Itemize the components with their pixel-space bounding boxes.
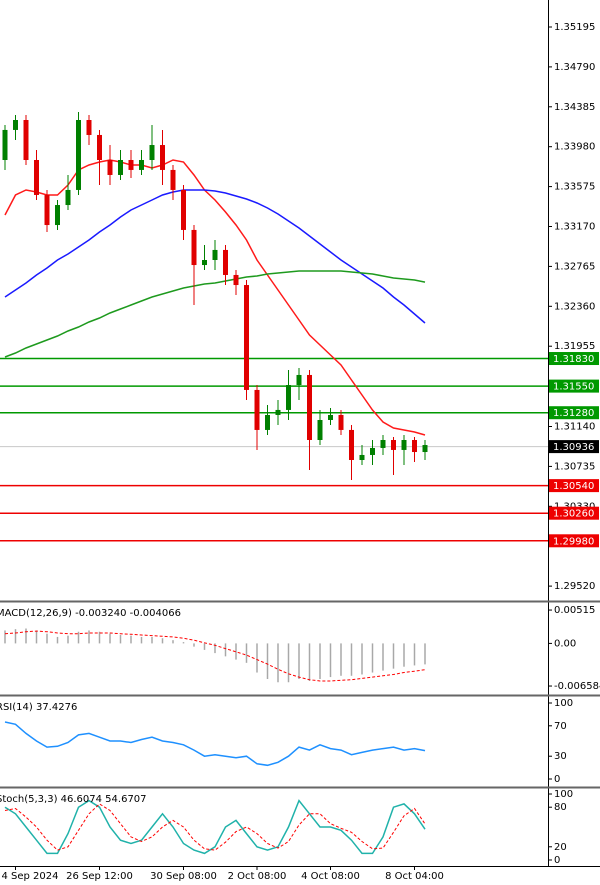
indicator-line xyxy=(4,189,426,324)
level-label-box xyxy=(549,479,599,493)
x-tick-label: 8 Oct 04:00 xyxy=(385,871,444,881)
candle-body xyxy=(65,189,71,206)
level-label-box xyxy=(549,406,599,420)
y-tick-label: 1.32360 xyxy=(554,301,595,312)
candle-body xyxy=(191,229,197,266)
candle-body xyxy=(76,120,81,190)
candle-body xyxy=(170,169,176,190)
candle-body xyxy=(86,120,92,135)
candle-body xyxy=(181,189,186,230)
x-tick-label: 26 Sep 12:00 xyxy=(66,871,133,881)
candle-body xyxy=(34,160,39,195)
candle-body xyxy=(307,374,312,440)
y-tick-label: -0.006584 xyxy=(554,681,600,692)
indicator-line xyxy=(4,799,426,855)
candle-body xyxy=(412,440,417,453)
candle-body xyxy=(265,414,270,430)
indicator-label: MACD(12,26,9) -0.003240 -0.004066 xyxy=(0,608,181,619)
level-label-box xyxy=(549,352,599,366)
x-tick-label: 4 Sep 2024 xyxy=(1,871,58,881)
y-tick-label: 1.34385 xyxy=(554,102,595,113)
candle-body xyxy=(359,454,365,460)
candle-body xyxy=(338,414,344,430)
y-tick-label: 20 xyxy=(554,842,567,853)
indicator-label: RSI(14) 37.4276 xyxy=(0,702,77,713)
candle-body xyxy=(13,120,18,130)
indicator-line xyxy=(4,803,426,851)
y-tick-label: 100 xyxy=(554,789,573,800)
indicator-line xyxy=(4,721,426,767)
level-label: 1.30260 xyxy=(553,509,594,520)
candle-body xyxy=(223,249,228,275)
candle-body xyxy=(160,145,165,170)
level-label: 1.30540 xyxy=(553,481,594,492)
candle-body xyxy=(23,120,29,160)
indicator-line xyxy=(4,630,426,682)
y-tick-label: 70 xyxy=(554,721,567,732)
candle-body xyxy=(254,389,260,430)
candle-body xyxy=(2,129,8,160)
y-tick-label: 0 xyxy=(554,855,560,866)
candle-body xyxy=(391,440,396,450)
candle-body xyxy=(286,385,291,410)
indicator-line xyxy=(4,270,426,358)
candle-body xyxy=(244,285,249,390)
y-tick-label: 80 xyxy=(554,802,567,813)
candle-body xyxy=(202,260,207,266)
candle-body xyxy=(380,440,386,448)
y-tick-label: 1.35195 xyxy=(554,22,595,33)
x-tick-label: 2 Oct 08:00 xyxy=(228,871,287,881)
y-tick-label: 1.33170 xyxy=(554,222,595,233)
candle-body xyxy=(233,274,239,286)
candle-body xyxy=(55,205,60,226)
y-tick-label: 0.00 xyxy=(554,638,576,649)
y-tick-label: 0.00515 xyxy=(554,605,595,616)
candle-body xyxy=(349,429,354,460)
last-price-box xyxy=(549,440,599,454)
y-tick-label: 1.29520 xyxy=(554,581,595,592)
level-label: 1.31550 xyxy=(553,382,594,393)
candle-body xyxy=(149,145,155,160)
y-tick-label: 0 xyxy=(554,774,560,785)
indicator-label: Stoch(5,3,3) 46.6074 54.6707 xyxy=(0,794,147,805)
y-tick-label: 100 xyxy=(554,698,573,709)
x-tick-label: 30 Sep 08:00 xyxy=(150,871,217,881)
level-label: 1.31830 xyxy=(553,354,594,365)
candle-body xyxy=(401,440,407,450)
level-label: 1.29980 xyxy=(553,536,594,547)
indicator-line xyxy=(4,159,426,436)
candle-body xyxy=(139,160,144,170)
candle-body xyxy=(370,447,375,455)
level-label-box xyxy=(549,534,599,548)
candle-body xyxy=(97,134,102,160)
candle-body xyxy=(212,249,218,260)
y-tick-label: 1.33980 xyxy=(554,142,595,153)
candle-body xyxy=(128,160,134,170)
y-tick-label: 1.33575 xyxy=(554,182,595,193)
candle-body xyxy=(44,194,50,226)
level-label-box xyxy=(549,506,599,520)
candle-body xyxy=(328,414,333,420)
last-price-label: 1.30936 xyxy=(553,442,594,453)
y-tick-label: 1.32765 xyxy=(554,261,595,272)
candle-body xyxy=(317,420,323,440)
level-label: 1.31280 xyxy=(553,408,594,419)
candle-body xyxy=(422,445,428,453)
candle-body xyxy=(107,160,113,175)
level-label-box xyxy=(549,379,599,393)
y-tick-label: 1.34790 xyxy=(554,62,595,73)
y-tick-label: 30 xyxy=(554,751,567,762)
y-tick-label: 1.30735 xyxy=(554,461,595,472)
candle-body xyxy=(275,409,281,415)
y-tick-label: 1.31140 xyxy=(554,422,595,433)
x-tick-label: 4 Oct 08:00 xyxy=(301,871,360,881)
y-tick-label: 1.31955 xyxy=(554,341,595,352)
candle-body xyxy=(296,374,302,386)
candle-body xyxy=(118,160,123,175)
